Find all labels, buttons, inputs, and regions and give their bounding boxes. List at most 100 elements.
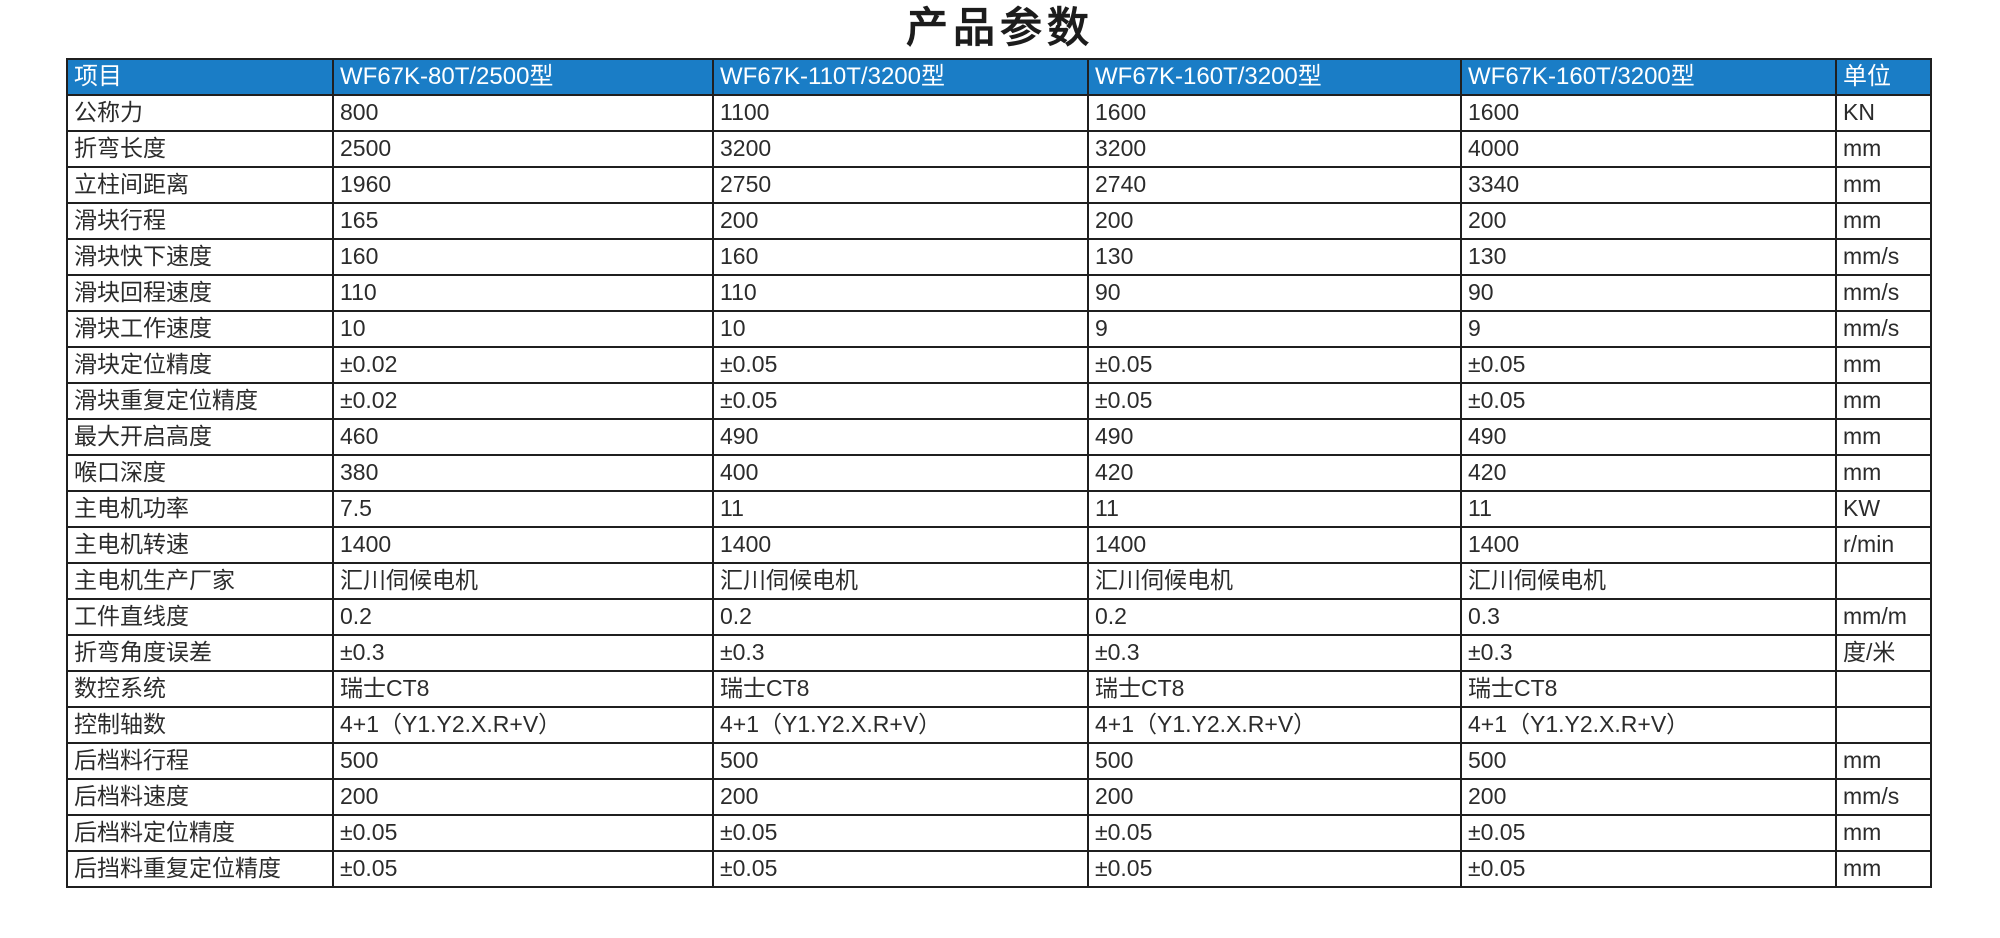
value-cell: ±0.05	[712, 814, 1089, 852]
unit-cell: KN	[1835, 94, 1932, 132]
value-cell: ±0.05	[1460, 814, 1837, 852]
value-cell: 1960	[332, 166, 714, 204]
value-cell: 160	[332, 238, 714, 276]
value-cell: 0.2	[1087, 598, 1462, 636]
value-cell: ±0.02	[332, 346, 714, 384]
column-header-model-4: WF67K-160T/3200型	[1460, 58, 1837, 96]
value-cell: 4+1（Y1.Y2.X.R+V）	[1087, 706, 1462, 744]
table-row: 后档料行程 500 500 500 500 mm	[66, 742, 1932, 780]
value-cell: ±0.3	[332, 634, 714, 672]
value-cell: ±0.3	[712, 634, 1089, 672]
value-cell: 460	[332, 418, 714, 456]
table-row: 折弯长度 2500 3200 3200 4000 mm	[66, 130, 1932, 168]
table-row: 主电机功率 7.5 11 11 11 KW	[66, 490, 1932, 528]
value-cell: 420	[1087, 454, 1462, 492]
value-cell: 200	[332, 778, 714, 816]
row-label: 控制轴数	[66, 706, 334, 744]
value-cell: 500	[1087, 742, 1462, 780]
table-row: 滑块行程 165 200 200 200 mm	[66, 202, 1932, 240]
table-row: 喉口深度 380 400 420 420 mm	[66, 454, 1932, 492]
table-row: 滑块快下速度 160 160 130 130 mm/s	[66, 238, 1932, 276]
value-cell: ±0.05	[1460, 346, 1837, 384]
value-cell: 200	[1087, 778, 1462, 816]
value-cell: 瑞士CT8	[1460, 670, 1837, 708]
value-cell: 4+1（Y1.Y2.X.R+V）	[332, 706, 714, 744]
unit-cell: mm	[1835, 346, 1932, 384]
value-cell: 500	[712, 742, 1089, 780]
row-label: 喉口深度	[66, 454, 334, 492]
value-cell: 0.2	[332, 598, 714, 636]
row-label: 后档料行程	[66, 742, 334, 780]
value-cell: 11	[712, 490, 1089, 528]
value-cell: 汇川伺候电机	[1087, 562, 1462, 600]
unit-cell: mm/s	[1835, 238, 1932, 276]
unit-cell: mm	[1835, 814, 1932, 852]
unit-cell: mm	[1835, 454, 1932, 492]
table-row: 后档料速度 200 200 200 200 mm/s	[66, 778, 1932, 816]
value-cell: 7.5	[332, 490, 714, 528]
unit-cell: 度/米	[1835, 634, 1932, 672]
row-label: 主电机生产厂家	[66, 562, 334, 600]
value-cell: 200	[712, 778, 1089, 816]
value-cell: 2740	[1087, 166, 1462, 204]
value-cell: 1600	[1460, 94, 1837, 132]
header-row: 项目 WF67K-80T/2500型 WF67K-110T/3200型 WF67…	[66, 58, 1932, 96]
value-cell: 490	[1087, 418, 1462, 456]
table-row: 控制轴数 4+1（Y1.Y2.X.R+V） 4+1（Y1.Y2.X.R+V） 4+1（…	[66, 706, 1932, 744]
value-cell: 1400	[1460, 526, 1837, 564]
value-cell: 瑞士CT8	[332, 670, 714, 708]
value-cell: 汇川伺候电机	[332, 562, 714, 600]
value-cell: 2500	[332, 130, 714, 168]
column-header-unit: 单位	[1835, 58, 1932, 96]
value-cell: 90	[1087, 274, 1462, 312]
value-cell: 490	[1460, 418, 1837, 456]
unit-cell: mm/s	[1835, 778, 1932, 816]
value-cell: 200	[712, 202, 1089, 240]
value-cell: 0.2	[712, 598, 1089, 636]
value-cell: 110	[332, 274, 714, 312]
row-label: 滑块工作速度	[66, 310, 334, 348]
value-cell: ±0.3	[1087, 634, 1462, 672]
value-cell: 400	[712, 454, 1089, 492]
table-row: 后档料定位精度 ±0.05 ±0.05 ±0.05 ±0.05 mm	[66, 814, 1932, 852]
value-cell: 110	[712, 274, 1089, 312]
value-cell: 0.3	[1460, 598, 1837, 636]
value-cell: 4+1（Y1.Y2.X.R+V）	[1460, 706, 1837, 744]
value-cell: 9	[1087, 310, 1462, 348]
column-header-item: 项目	[66, 58, 334, 96]
unit-cell: mm	[1835, 418, 1932, 456]
table-row: 最大开启高度 460 490 490 490 mm	[66, 418, 1932, 456]
value-cell: 汇川伺候电机	[712, 562, 1089, 600]
value-cell: ±0.05	[712, 382, 1089, 420]
value-cell: 4+1（Y1.Y2.X.R+V）	[712, 706, 1089, 744]
table-row: 立柱间距离 1960 2750 2740 3340 mm	[66, 166, 1932, 204]
value-cell: 1400	[1087, 526, 1462, 564]
spec-table-header: 项目 WF67K-80T/2500型 WF67K-110T/3200型 WF67…	[66, 58, 1932, 96]
value-cell: 10	[332, 310, 714, 348]
value-cell: 3340	[1460, 166, 1837, 204]
table-row: 折弯角度误差 ±0.3 ±0.3 ±0.3 ±0.3 度/米	[66, 634, 1932, 672]
value-cell: 420	[1460, 454, 1837, 492]
unit-cell: mm	[1835, 382, 1932, 420]
table-row: 主电机转速 1400 1400 1400 1400 r/min	[66, 526, 1932, 564]
value-cell: 4000	[1460, 130, 1837, 168]
unit-cell: r/min	[1835, 526, 1932, 564]
unit-cell: mm/m	[1835, 598, 1932, 636]
value-cell: ±0.05	[1087, 382, 1462, 420]
table-row: 后挡料重复定位精度 ±0.05 ±0.05 ±0.05 ±0.05 mm	[66, 850, 1932, 888]
unit-cell: mm	[1835, 742, 1932, 780]
value-cell: 130	[1460, 238, 1837, 276]
row-label: 后档料定位精度	[66, 814, 334, 852]
unit-cell: mm/s	[1835, 274, 1932, 312]
value-cell: 1600	[1087, 94, 1462, 132]
unit-cell: mm	[1835, 166, 1932, 204]
value-cell: ±0.05	[332, 850, 714, 888]
unit-cell: mm	[1835, 202, 1932, 240]
value-cell: 11	[1087, 490, 1462, 528]
value-cell: 160	[712, 238, 1089, 276]
value-cell: ±0.05	[1087, 346, 1462, 384]
unit-cell: mm	[1835, 130, 1932, 168]
value-cell: ±0.05	[712, 346, 1089, 384]
row-label: 后档料速度	[66, 778, 334, 816]
value-cell: ±0.05	[1087, 814, 1462, 852]
